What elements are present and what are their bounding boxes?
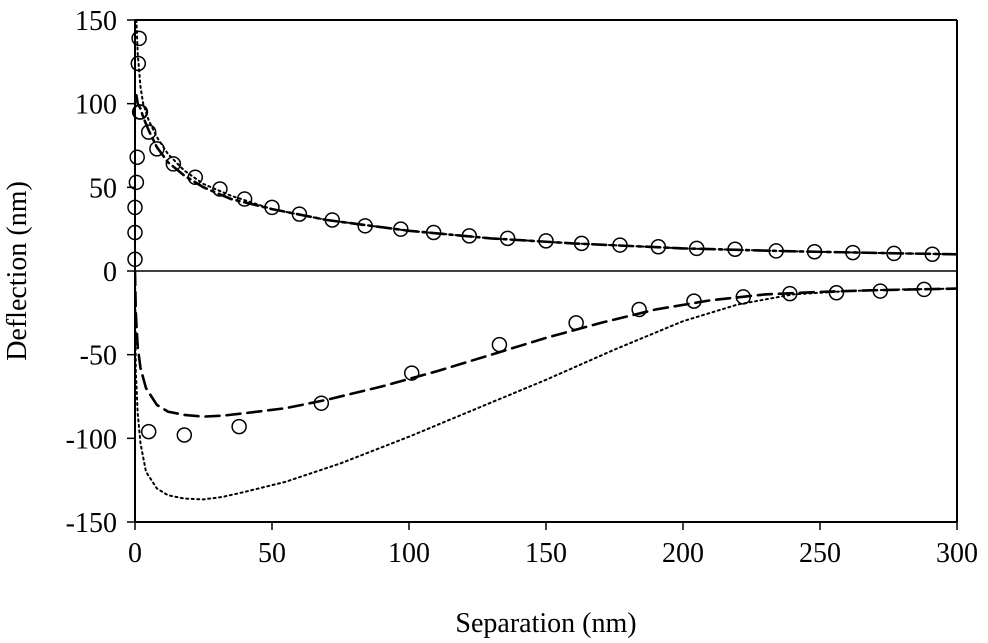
retraction-data-point [231, 418, 247, 435]
retraction-data-point [140, 423, 157, 440]
approach-data-point [165, 156, 182, 172]
x-tick-label: 250 [799, 538, 841, 569]
approach-data-point [128, 174, 145, 191]
ticks: 0 50 100 150 200 250 300 -150 -100 -50 0 50 100 150 [66, 6, 978, 569]
approach-data-point [132, 104, 149, 120]
approach-fit-b-line [135, 20, 957, 256]
retraction-fit-a-line [135, 269, 957, 418]
x-tick-label: 300 [936, 538, 978, 569]
retraction-fit-b-line [135, 270, 957, 501]
retraction-data-point [403, 365, 420, 381]
approach-data-point [129, 149, 145, 165]
x-tick-label: 50 [258, 538, 286, 569]
x-tick-label: 200 [662, 538, 704, 569]
approach-data-point [236, 191, 253, 207]
approach-fit-a-line [135, 94, 957, 256]
y-tick-label: -50 [80, 341, 117, 372]
y-tick-label: 150 [75, 6, 117, 37]
retraction-data-point [631, 301, 647, 318]
plot-area [127, 20, 957, 501]
retraction-data-point [176, 427, 193, 443]
y-axis-title: Deflection (nm) [2, 181, 33, 361]
y-tick-label: 100 [75, 90, 117, 121]
x-tick-label: 0 [128, 538, 142, 569]
approach-data-point [393, 221, 409, 237]
x-axis-title: Separation (nm) [455, 608, 636, 639]
approach-data-point [131, 30, 147, 47]
y-tick-label: 50 [89, 173, 117, 204]
y-tick-label: -100 [66, 424, 117, 455]
y-tick-label: 0 [103, 257, 117, 288]
approach-data-point [140, 124, 157, 140]
x-tick-label: 100 [388, 538, 430, 569]
y-tick-label: -150 [66, 508, 117, 539]
axes [134, 19, 958, 523]
x-tick-label: 150 [525, 538, 567, 569]
